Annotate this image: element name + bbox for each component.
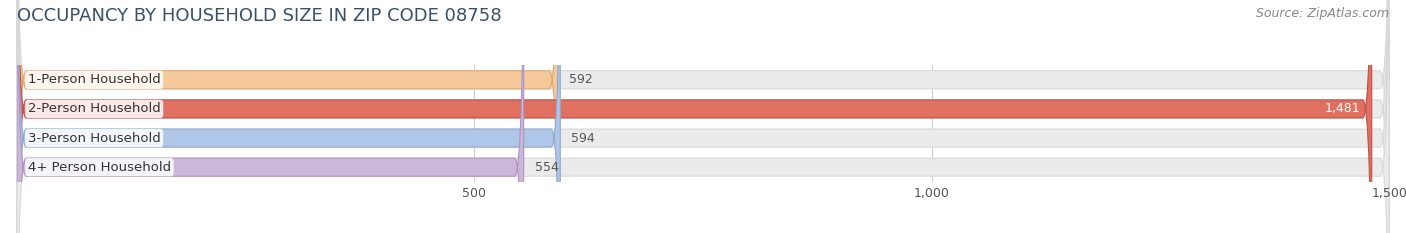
Text: 3-Person Household: 3-Person Household (28, 132, 160, 144)
Text: 592: 592 (569, 73, 593, 86)
FancyBboxPatch shape (17, 0, 1389, 233)
Text: 4+ Person Household: 4+ Person Household (28, 161, 172, 174)
FancyBboxPatch shape (17, 0, 1389, 233)
FancyBboxPatch shape (17, 0, 523, 233)
Text: 1-Person Household: 1-Person Household (28, 73, 160, 86)
FancyBboxPatch shape (17, 0, 560, 233)
Text: 2-Person Household: 2-Person Household (28, 103, 160, 115)
Text: 594: 594 (571, 132, 595, 144)
FancyBboxPatch shape (17, 0, 1372, 233)
Text: Source: ZipAtlas.com: Source: ZipAtlas.com (1256, 7, 1389, 20)
Text: 1,481: 1,481 (1324, 103, 1361, 115)
FancyBboxPatch shape (17, 0, 1389, 233)
FancyBboxPatch shape (17, 0, 1389, 233)
Text: 554: 554 (534, 161, 558, 174)
Text: OCCUPANCY BY HOUSEHOLD SIZE IN ZIP CODE 08758: OCCUPANCY BY HOUSEHOLD SIZE IN ZIP CODE … (17, 7, 502, 25)
FancyBboxPatch shape (17, 0, 558, 233)
